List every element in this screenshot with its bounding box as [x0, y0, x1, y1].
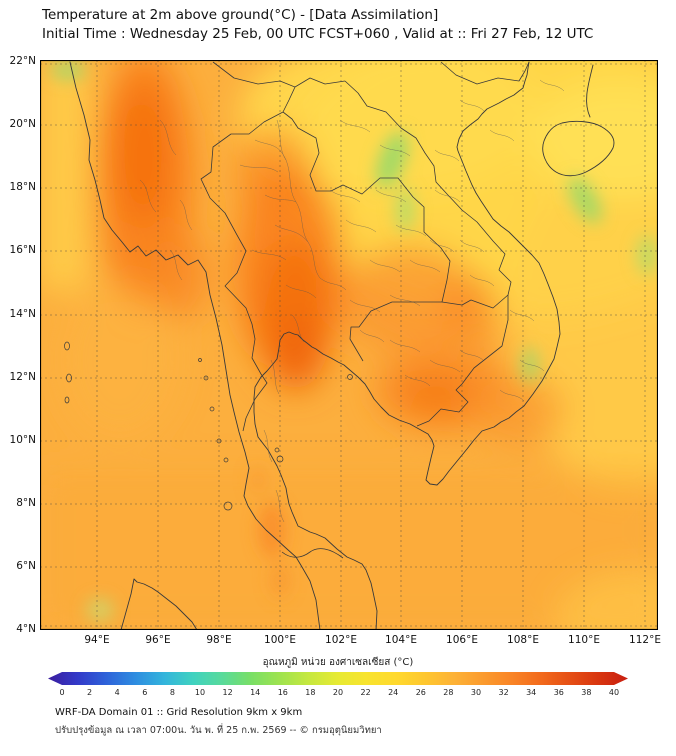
colorbar-tick-label: 18	[305, 688, 316, 697]
colorbar-tick-label: 10	[194, 688, 206, 697]
colorbar-tick-label: 28	[443, 688, 454, 697]
x-tick-label: 106°E	[446, 634, 478, 646]
country-borders-layer	[200, 61, 530, 559]
y-tick-label: 18°N	[9, 181, 36, 193]
y-tick-label: 16°N	[9, 244, 36, 256]
province-borders-layer	[139, 79, 565, 523]
x-tick-label: 102°E	[325, 634, 357, 646]
map-plot	[40, 60, 658, 630]
map-frame	[40, 60, 658, 630]
colorbar-tick-label: 38	[581, 688, 592, 697]
x-tick-label: 94°E	[84, 634, 110, 646]
colorbar-tick-label: 24	[388, 688, 399, 697]
x-tick-label: 104°E	[385, 634, 417, 646]
colorbar-tick-label: 2	[87, 688, 93, 697]
header: Temperature at 2m above ground(°C) - [Da…	[42, 6, 593, 44]
y-tick-label: 20°N	[9, 118, 36, 130]
y-tick-label: 6°N	[16, 560, 36, 572]
map-title: Temperature at 2m above ground(°C) - [Da…	[42, 7, 439, 23]
colorbar-tick-label: 0	[59, 688, 65, 697]
y-tick-label: 14°N	[9, 308, 36, 320]
colorbar-tick-label: 36	[553, 688, 564, 697]
colorbar-tick-label: 14	[250, 688, 261, 697]
y-tick-label: 8°N	[16, 497, 36, 509]
colorbar-tick-label: 26	[415, 688, 426, 697]
colorbar-tick-label: 8	[169, 688, 175, 697]
y-tick-label: 10°N	[9, 434, 36, 446]
map-subtitle: Initial Time : Wednesday 25 Feb, 00 UTC …	[42, 26, 594, 42]
colorbar-tick-label: 22	[360, 688, 371, 697]
x-tick-label: 98°E	[206, 634, 232, 646]
colorbar-tick-label: 4	[114, 688, 120, 697]
colorbar-tick-label: 16	[277, 688, 288, 697]
x-tick-label: 112°E	[629, 634, 661, 646]
colorbar-ticks: 0 2 4 6 8 10 12 14 16 18 20 22 24 26 28 30 32 34 36 38 40	[48, 688, 628, 700]
x-tick-label: 100°E	[264, 634, 296, 646]
temperature-field-layer	[40, 60, 658, 630]
y-tick-label: 22°N	[9, 55, 36, 67]
y-tick-label: 12°N	[9, 371, 36, 383]
temperature-map-svg	[40, 60, 658, 630]
colorbar-tick-label: 40	[608, 688, 620, 697]
coastline-layer	[69, 61, 615, 630]
colorbar-tick-label: 12	[222, 688, 233, 697]
colorbar-tick-label: 6	[142, 688, 148, 697]
colorbar-tick-label: 34	[526, 688, 537, 697]
x-tick-label: 96°E	[145, 634, 171, 646]
y-tick-label: 4°N	[16, 623, 36, 635]
colorbar-tick-label: 30	[470, 688, 482, 697]
x-tick-label: 108°E	[507, 634, 539, 646]
colorbar-bar	[48, 672, 628, 685]
footer-update-info: ปรับปรุงข้อมูล ณ เวลา 07:00น. วัน พ. ที่…	[55, 725, 382, 736]
colorbar-tick-label: 32	[498, 688, 509, 697]
x-tick-label: 110°E	[568, 634, 600, 646]
footer-domain-info: WRF-DA Domain 01 :: Grid Resolution 9km …	[55, 707, 303, 718]
colorbar-tick-label: 20	[332, 688, 344, 697]
colorbar-title: อุณหภูมิ หน่วย องศาเซลเซียส (°C)	[262, 657, 414, 668]
islands-layer	[64, 341, 353, 511]
